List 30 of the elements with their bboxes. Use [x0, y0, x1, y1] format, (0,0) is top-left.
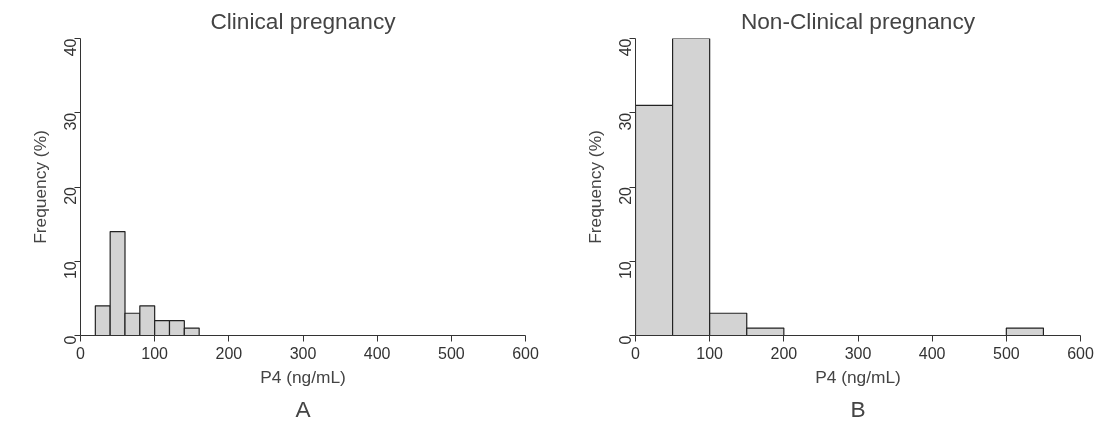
y-tick-label: 40 [616, 38, 634, 57]
text: A [295, 395, 312, 422]
x-tick-label: 400 [918, 344, 946, 362]
text: B [850, 395, 866, 422]
x-axis-title: P4 (ng/mL) [260, 366, 346, 387]
y-tick-label: 0 [61, 335, 79, 345]
x-tick-label: 100 [696, 344, 724, 362]
x-tick-label: 300 [844, 344, 872, 362]
x-tick-label: 400 [363, 344, 391, 362]
x-tick-label: 600 [512, 344, 539, 362]
chart-title: Non-Clinical pregnancy [740, 7, 976, 34]
y-tick-label: 20 [616, 186, 634, 205]
y-tick-label: 30 [61, 112, 79, 131]
y-tick-label: 10 [616, 261, 634, 280]
x-tick-label: 500 [992, 344, 1020, 362]
y-tick-label: 10 [61, 261, 79, 280]
y-tick-label: 20 [61, 186, 79, 205]
x-tick-label: 100 [141, 344, 169, 362]
chart-title: Clinical pregnancy [210, 7, 397, 34]
x-tick-label: 600 [1067, 344, 1094, 362]
y-tick-label: 30 [616, 112, 634, 131]
x-tick-label: 300 [289, 344, 317, 362]
x-tick-label: 500 [437, 344, 465, 362]
y-axis-title: Frequency (%) [584, 130, 605, 244]
y-tick-label: 0 [616, 335, 634, 345]
y-axis-title: Frequency (%) [29, 130, 50, 244]
x-axis-title: P4 (ng/mL) [815, 366, 901, 387]
y-tick-label: 40 [61, 38, 79, 57]
x-tick-label: 200 [770, 344, 798, 362]
x-tick-label: 200 [215, 344, 243, 362]
